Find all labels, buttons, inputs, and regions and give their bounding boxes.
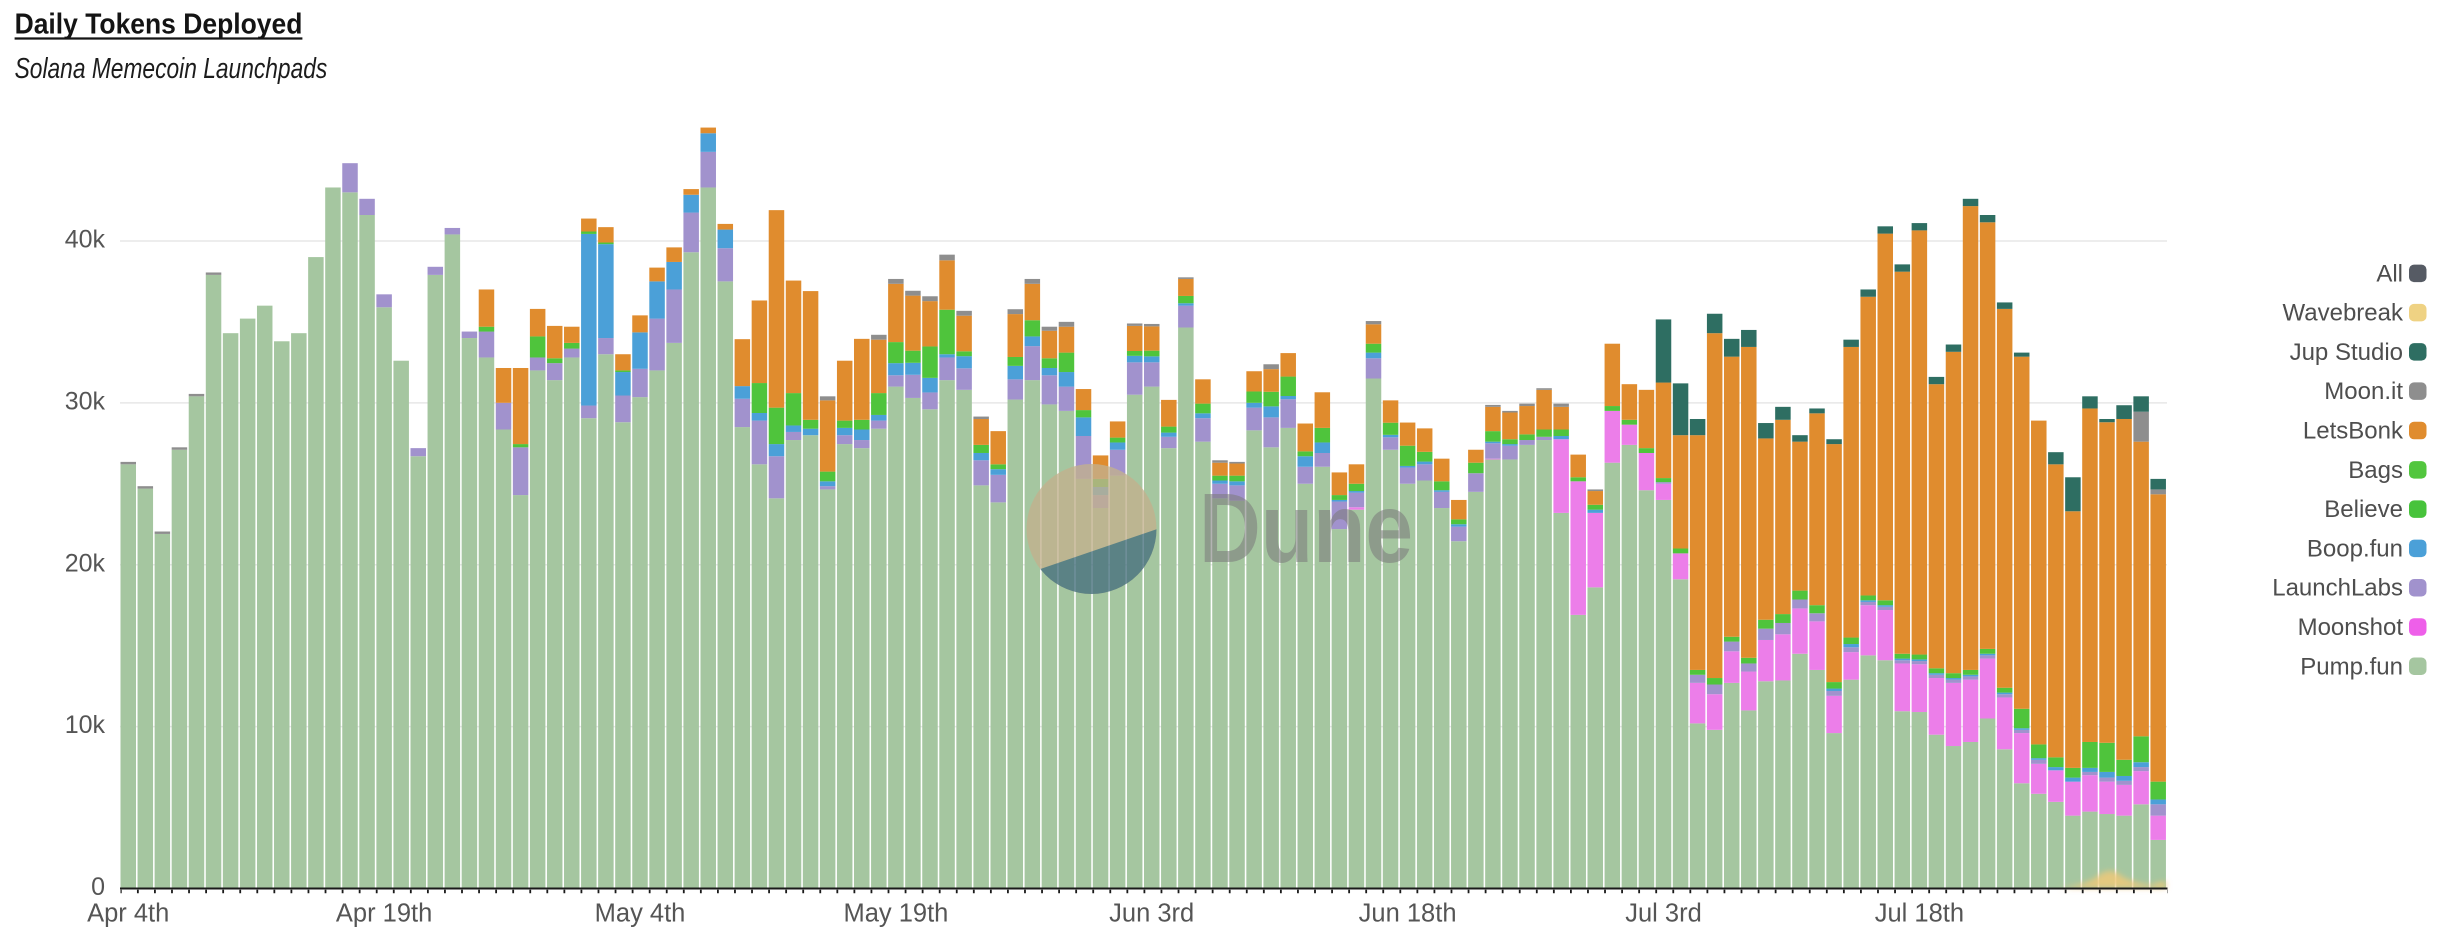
svg-text:Solana Memecoin Launchpads: Solana Memecoin Launchpads: [15, 53, 328, 85]
svg-text:Jun 3rd: Jun 3rd: [1109, 900, 1194, 928]
svg-text:Moonshot: Moonshot: [2298, 614, 2404, 641]
svg-text:Jul 3rd: Jul 3rd: [1625, 900, 1702, 928]
svg-text:Believe: Believe: [2324, 496, 2403, 523]
svg-text:30k: 30k: [65, 387, 106, 415]
svg-text:Bags: Bags: [2348, 457, 2403, 484]
svg-text:Dune: Dune: [1199, 473, 1413, 583]
svg-text:Apr 19th: Apr 19th: [336, 900, 432, 928]
svg-text:40k: 40k: [65, 226, 106, 254]
svg-text:Apr 4th: Apr 4th: [87, 900, 169, 928]
svg-text:May 19th: May 19th: [843, 900, 948, 928]
svg-text:Jup Studio: Jup Studio: [2290, 339, 2403, 366]
svg-text:LetsBonk: LetsBonk: [2303, 418, 2404, 445]
svg-text:LaunchLabs: LaunchLabs: [2272, 575, 2403, 602]
svg-text:0: 0: [91, 873, 105, 901]
svg-text:May 4th: May 4th: [595, 900, 686, 928]
svg-text:Boop.fun: Boop.fun: [2307, 535, 2403, 562]
svg-text:All: All: [2376, 260, 2403, 287]
svg-text:Jun 18th: Jun 18th: [1359, 900, 1457, 928]
svg-text:Daily Tokens Deployed: Daily Tokens Deployed: [15, 9, 303, 41]
svg-text:Wavebreak: Wavebreak: [2283, 300, 2404, 327]
svg-text:Pump.fun: Pump.fun: [2300, 653, 2403, 680]
svg-text:Moon.it: Moon.it: [2324, 378, 2403, 405]
svg-text:10k: 10k: [65, 711, 106, 739]
svg-text:Jul 18th: Jul 18th: [1875, 900, 1964, 928]
svg-text:20k: 20k: [65, 549, 106, 577]
